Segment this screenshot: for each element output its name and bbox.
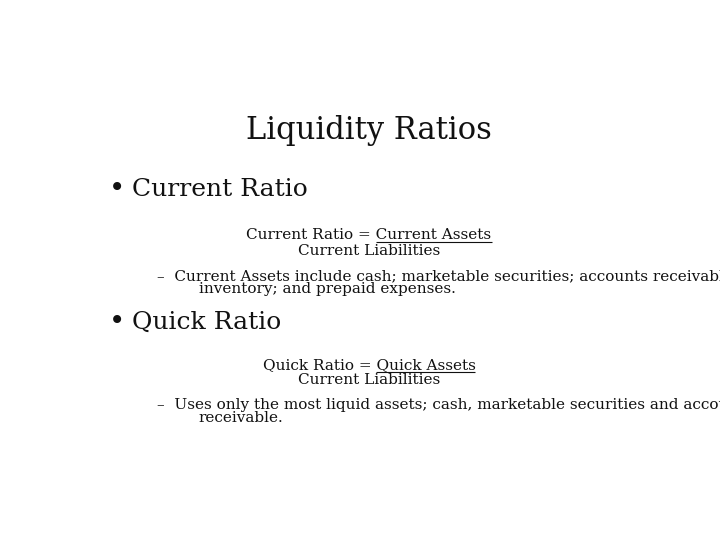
Text: Liquidity Ratios: Liquidity Ratios bbox=[246, 114, 492, 146]
Text: Current Ratio: Current Ratio bbox=[132, 178, 307, 201]
Text: •: • bbox=[109, 309, 125, 336]
Text: receivable.: receivable. bbox=[199, 411, 284, 425]
Text: –  Current Assets include cash; marketable securities; accounts receivable;: – Current Assets include cash; marketabl… bbox=[157, 269, 720, 283]
Text: inventory; and prepaid expenses.: inventory; and prepaid expenses. bbox=[199, 282, 456, 296]
Text: Current Liabilities: Current Liabilities bbox=[298, 373, 440, 387]
Text: Quick Ratio = Quick Assets: Quick Ratio = Quick Assets bbox=[263, 358, 475, 372]
Text: Current Ratio = Current Assets: Current Ratio = Current Assets bbox=[246, 228, 492, 242]
Text: –  Uses only the most liquid assets; cash, marketable securities and accounts: – Uses only the most liquid assets; cash… bbox=[157, 397, 720, 411]
Text: Current Liabilities: Current Liabilities bbox=[298, 244, 440, 258]
Text: Quick Ratio: Quick Ratio bbox=[132, 311, 281, 334]
Text: •: • bbox=[109, 176, 125, 203]
